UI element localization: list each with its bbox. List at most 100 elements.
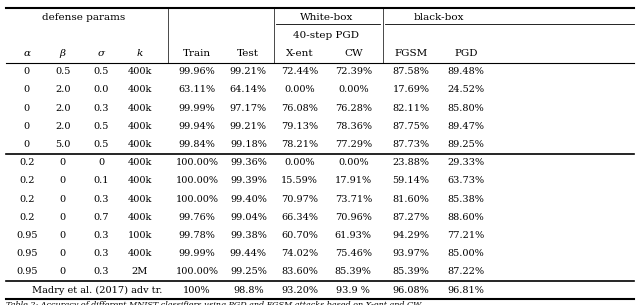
Text: 5.0: 5.0 (55, 140, 70, 149)
Text: 99.99%: 99.99% (179, 249, 216, 258)
Text: 100.00%: 100.00% (175, 195, 219, 204)
Text: 0: 0 (60, 158, 66, 167)
Text: 99.21%: 99.21% (230, 122, 267, 131)
Text: 0: 0 (60, 231, 66, 240)
Text: 0.5: 0.5 (93, 122, 109, 131)
Text: 87.22%: 87.22% (447, 267, 484, 276)
Text: 0.00%: 0.00% (338, 158, 369, 167)
Text: β: β (60, 49, 66, 58)
Text: FGSM: FGSM (394, 49, 428, 58)
Text: 0: 0 (24, 67, 30, 76)
Text: 400k: 400k (127, 67, 152, 76)
Text: 99.38%: 99.38% (230, 231, 267, 240)
Text: 93.97%: 93.97% (392, 249, 429, 258)
Text: 97.17%: 97.17% (230, 104, 267, 113)
Text: 99.76%: 99.76% (179, 213, 216, 222)
Text: 99.36%: 99.36% (230, 158, 267, 167)
Text: 64.14%: 64.14% (230, 85, 267, 95)
Text: 77.21%: 77.21% (447, 231, 484, 240)
Text: 82.11%: 82.11% (392, 104, 429, 113)
Text: 66.34%: 66.34% (281, 213, 318, 222)
Text: α: α (24, 49, 30, 58)
Text: 0.95: 0.95 (16, 267, 38, 276)
Text: 400k: 400k (127, 104, 152, 113)
Text: 99.78%: 99.78% (179, 231, 216, 240)
Text: 40-step PGD: 40-step PGD (293, 31, 360, 40)
Text: 89.25%: 89.25% (447, 140, 484, 149)
Text: 2.0: 2.0 (55, 104, 70, 113)
Text: 0.00%: 0.00% (338, 85, 369, 95)
Text: 400k: 400k (127, 195, 152, 204)
Text: 75.46%: 75.46% (335, 249, 372, 258)
Text: 99.99%: 99.99% (179, 104, 216, 113)
Text: 0.2: 0.2 (19, 195, 35, 204)
Text: 0.1: 0.1 (93, 177, 109, 185)
Text: 59.14%: 59.14% (392, 177, 429, 185)
Text: 0.95: 0.95 (16, 231, 38, 240)
Text: 0.95: 0.95 (16, 249, 38, 258)
Text: 99.94%: 99.94% (179, 122, 216, 131)
Text: 87.27%: 87.27% (392, 213, 429, 222)
Text: 93.9 %: 93.9 % (337, 286, 370, 295)
Text: 0.00%: 0.00% (284, 85, 315, 95)
Text: 89.47%: 89.47% (447, 122, 484, 131)
Text: 100.00%: 100.00% (175, 158, 219, 167)
Text: 2M: 2M (131, 267, 148, 276)
Text: 400k: 400k (127, 85, 152, 95)
Text: White-box: White-box (300, 13, 353, 22)
Text: 23.88%: 23.88% (392, 158, 429, 167)
Text: 400k: 400k (127, 249, 152, 258)
Text: 0: 0 (60, 213, 66, 222)
Text: 85.39%: 85.39% (335, 267, 372, 276)
Text: 78.36%: 78.36% (335, 122, 372, 131)
Text: 87.73%: 87.73% (392, 140, 429, 149)
Text: Test: Test (237, 49, 259, 58)
Text: 400k: 400k (127, 122, 152, 131)
Text: 29.33%: 29.33% (447, 158, 484, 167)
Text: 0.3: 0.3 (93, 195, 109, 204)
Text: 89.48%: 89.48% (447, 67, 484, 76)
Text: 70.97%: 70.97% (281, 195, 318, 204)
Text: 96.81%: 96.81% (447, 286, 484, 295)
Text: 99.04%: 99.04% (230, 213, 267, 222)
Text: 60.70%: 60.70% (281, 231, 318, 240)
Text: 0.00%: 0.00% (284, 158, 315, 167)
Text: 99.44%: 99.44% (230, 249, 267, 258)
Text: 85.80%: 85.80% (447, 104, 484, 113)
Text: 0.3: 0.3 (93, 267, 109, 276)
Text: 72.39%: 72.39% (335, 67, 372, 76)
Text: 81.60%: 81.60% (392, 195, 429, 204)
Text: 0: 0 (60, 177, 66, 185)
Text: 0.2: 0.2 (19, 213, 35, 222)
Text: 400k: 400k (127, 140, 152, 149)
Text: 100.00%: 100.00% (175, 177, 219, 185)
Text: 0.5: 0.5 (93, 67, 109, 76)
Text: 98.8%: 98.8% (233, 286, 264, 295)
Text: 78.21%: 78.21% (281, 140, 318, 149)
Text: 70.96%: 70.96% (335, 213, 372, 222)
Text: 99.25%: 99.25% (230, 267, 267, 276)
Text: 0: 0 (60, 249, 66, 258)
Text: 85.39%: 85.39% (392, 267, 429, 276)
Text: 99.96%: 99.96% (179, 67, 216, 76)
Text: 0.2: 0.2 (19, 177, 35, 185)
Text: 2.0: 2.0 (55, 122, 70, 131)
Text: 87.75%: 87.75% (392, 122, 429, 131)
Text: 73.71%: 73.71% (335, 195, 372, 204)
Text: 24.52%: 24.52% (447, 85, 484, 95)
Text: 100%: 100% (183, 286, 211, 295)
Text: 0: 0 (24, 140, 30, 149)
Text: 15.59%: 15.59% (281, 177, 318, 185)
Text: 0: 0 (24, 85, 30, 95)
Text: 63.73%: 63.73% (447, 177, 484, 185)
Text: 17.69%: 17.69% (392, 85, 429, 95)
Text: Train: Train (183, 49, 211, 58)
Text: 0.3: 0.3 (93, 231, 109, 240)
Text: 87.58%: 87.58% (392, 67, 429, 76)
Text: black-box: black-box (413, 13, 463, 22)
Text: 99.84%: 99.84% (179, 140, 216, 149)
Text: 76.28%: 76.28% (335, 104, 372, 113)
Text: 0: 0 (60, 267, 66, 276)
Text: 0: 0 (60, 195, 66, 204)
Text: 100k: 100k (127, 231, 152, 240)
